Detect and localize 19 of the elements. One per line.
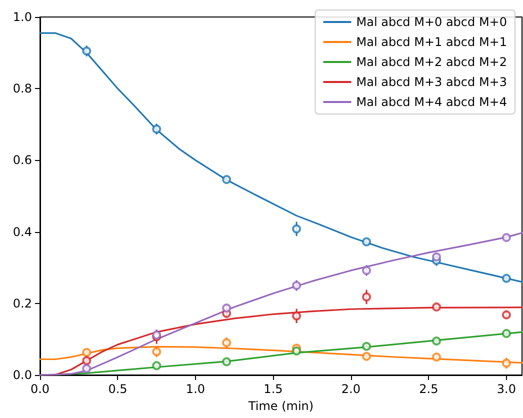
x-tick-label: 0.5 [108,382,128,396]
x-tick-label: 2.5 [419,382,438,396]
y-tick-label: 0.0 [12,368,32,382]
x-tick-label: 1.0 [186,382,206,396]
y-tick-label: 0.2 [12,296,32,310]
y-tick-label: 0.8 [12,82,32,96]
x-tick-label: 3.0 [496,382,516,396]
legend-label: Mal abcd M+4 abcd M+4 [356,95,508,109]
y-tick-label: 0.4 [12,224,32,239]
x-tick-label: 0.0 [30,382,50,396]
legend-label: Mal abcd M+1 abcd M+1 [356,35,508,49]
x-axis-title: Time (min) [247,398,314,413]
y-tick-label: 1.0 [12,10,32,24]
y-tick-label: 0.6 [12,153,32,168]
x-tick-label: 2.0 [341,382,361,396]
legend-label: Mal abcd M+2 abcd M+2 [356,55,508,69]
legend-label: Mal abcd M+3 abcd M+3 [356,75,508,89]
x-tick-label: 1.5 [264,382,283,396]
legend-label: Mal abcd M+0 abcd M+0 [356,15,508,29]
